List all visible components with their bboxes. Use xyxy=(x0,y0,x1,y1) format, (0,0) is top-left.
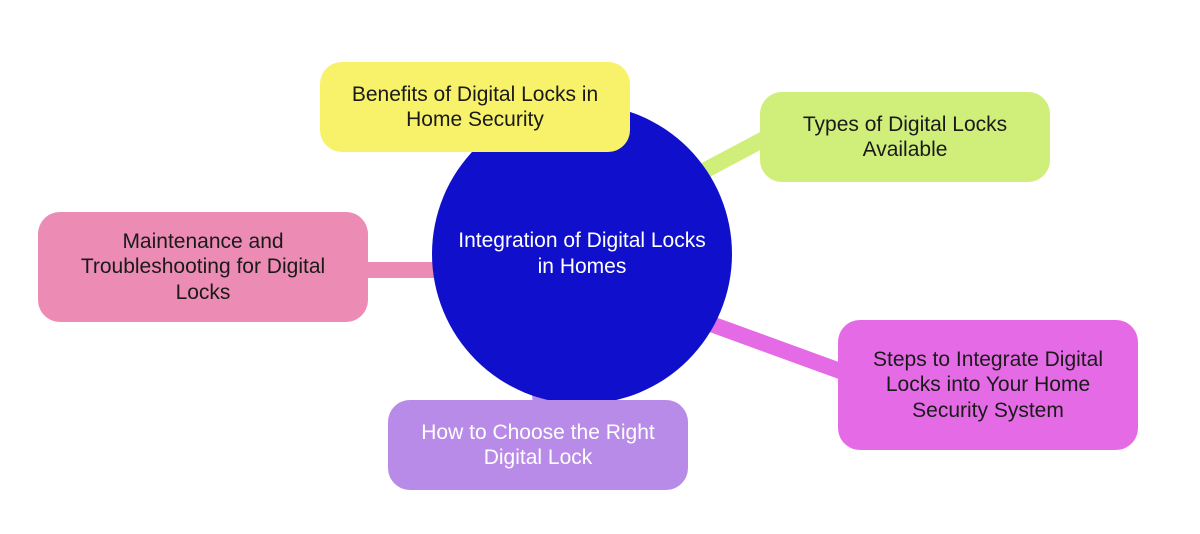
connector-steps xyxy=(697,312,853,382)
node-label-choose: How to Choose the Right Digital Lock xyxy=(406,420,670,470)
node-steps: Steps to Integrate Digital Locks into Yo… xyxy=(838,320,1138,450)
node-benefits: Benefits of Digital Locks in Home Securi… xyxy=(320,62,630,152)
mindmap-canvas: Integration of Digital Locks in Homes Ben… xyxy=(0,0,1200,534)
node-label-maintenance: Maintenance and Troubleshooting for Digi… xyxy=(56,229,350,305)
node-label-steps: Steps to Integrate Digital Locks into Yo… xyxy=(856,347,1120,423)
node-choose: How to Choose the Right Digital Lock xyxy=(388,400,688,490)
node-label-types: Types of Digital Locks Available xyxy=(778,112,1032,162)
node-label-benefits: Benefits of Digital Locks in Home Securi… xyxy=(338,82,612,132)
central-node-label: Integration of Digital Locks in Homes xyxy=(452,228,712,281)
node-types: Types of Digital Locks Available xyxy=(760,92,1050,182)
node-maintenance: Maintenance and Troubleshooting for Digi… xyxy=(38,212,368,322)
